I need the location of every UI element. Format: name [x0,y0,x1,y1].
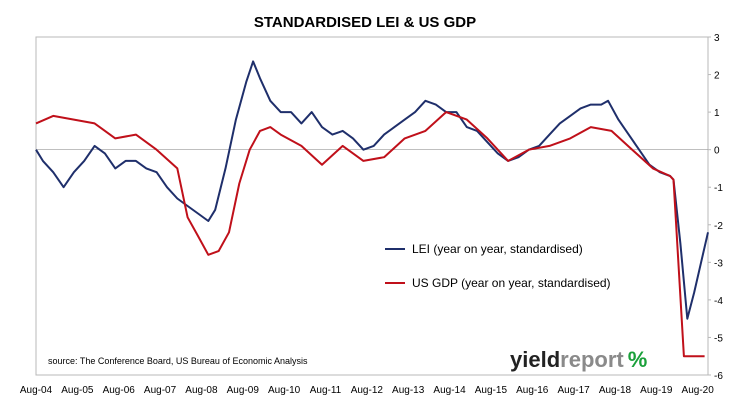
y-axis: 3 2 1 0 -1 -2 -3 -4 -5 -6 [708,33,723,382]
x-tick-label: Aug-07 [144,385,177,396]
x-tick-label: Aug-19 [640,385,673,396]
x-tick-label: Aug-08 [185,385,218,396]
logo-yield: yield [510,347,560,372]
x-tick-label: Aug-12 [351,385,384,396]
percent-icon: % [628,347,648,372]
y-tick-label: -2 [714,221,723,232]
x-tick-label: Aug-20 [682,385,715,396]
y-tick-label: -5 [714,333,723,344]
y-tick-label: -3 [714,258,723,269]
yieldreport-logo: yieldreport% [510,347,647,372]
x-tick-label: Aug-15 [475,385,508,396]
y-tick-label: -4 [714,296,723,307]
legend-label-gdp: US GDP (year on year, standardised) [412,276,611,290]
y-tick-label: 1 [714,108,720,119]
series-line-lei [35,60,709,320]
x-tick-label: Aug-06 [103,385,136,396]
series-group [35,60,709,358]
y-tick-label: 2 [714,71,720,82]
legend-label-lei: LEI (year on year, standardised) [412,242,583,256]
x-tick-label: Aug-14 [433,385,466,396]
y-tick-label: -1 [714,183,723,194]
x-tick-label: Aug-11 [310,385,342,396]
logo-text: yieldreport% [510,347,647,372]
y-tick-label: 3 [714,33,720,44]
legend: LEI (year on year, standardised) US GDP … [385,242,611,290]
y-tick-label: 0 [714,146,720,157]
y-tick-label: -6 [714,371,723,382]
series-line-gdp [35,111,705,358]
x-tick-label: Aug-09 [227,385,260,396]
x-tick-label: Aug-18 [599,385,632,396]
x-tick-label: Aug-05 [61,385,94,396]
x-axis: Aug-04 Aug-05 Aug-06 Aug-07 Aug-08 Aug-09 Aug-… [20,385,714,396]
x-tick-label: Aug-10 [268,385,301,396]
x-tick-label: Aug-16 [516,385,549,396]
x-tick-label: Aug-13 [392,385,425,396]
logo-report: report [560,347,624,372]
chart-title: STANDARDISED LEI & US GDP [254,14,476,31]
x-tick-label: Aug-17 [557,385,590,396]
plot-area [35,36,709,376]
x-tick-label: Aug-04 [20,385,53,396]
source-note: source: The Conference Board, US Bureau … [48,356,308,366]
